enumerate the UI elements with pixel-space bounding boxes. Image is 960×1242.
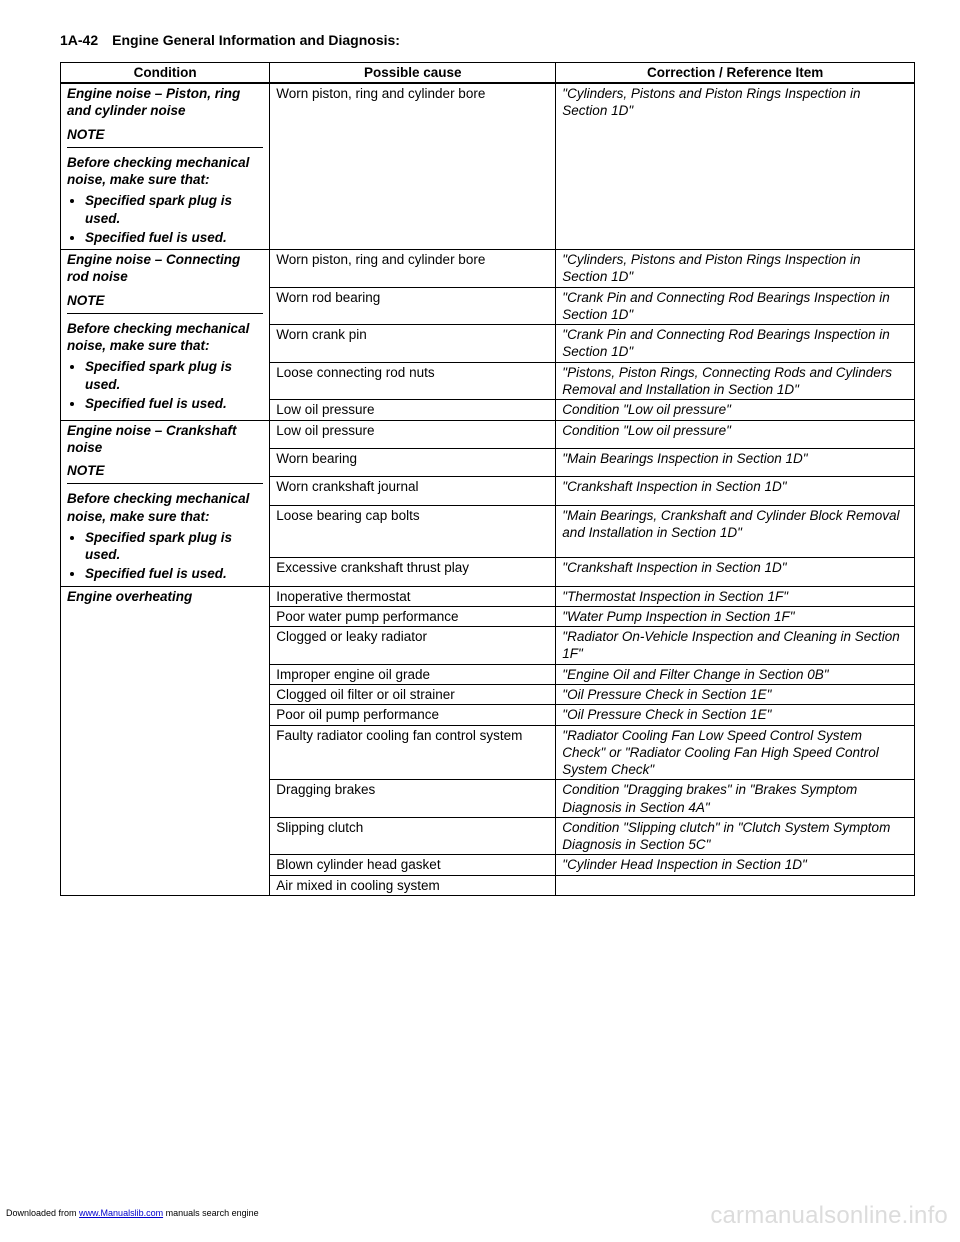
reference-cell: Condition "Dragging brakes" in "Brakes S… — [556, 780, 915, 818]
note-label: NOTE — [67, 462, 263, 479]
diagnosis-table: Condition Possible cause Correction / Re… — [60, 62, 915, 896]
condition-title: Engine noise – Crankshaft noise — [67, 422, 263, 457]
page-title: Engine General Information and Diagnosis… — [112, 32, 400, 48]
col-ref: Correction / Reference Item — [556, 63, 915, 84]
cause-cell: Poor oil pump performance — [270, 705, 556, 725]
note-label: NOTE — [67, 126, 263, 143]
reference-cell: "Oil Pressure Check in Section 1E" — [556, 684, 915, 704]
reference-cell: "Pistons, Piston Rings, Connecting Rods … — [556, 362, 915, 400]
col-cause: Possible cause — [270, 63, 556, 84]
cause-cell: Slipping clutch — [270, 817, 556, 855]
condition-title: Engine overheating — [67, 588, 263, 605]
footer-prefix: Downloaded from — [6, 1208, 79, 1218]
reference-cell: "Cylinder Head Inspection in Section 1D" — [556, 855, 915, 875]
reference-cell: "Main Bearings Inspection in Section 1D" — [556, 448, 915, 476]
cause-cell: Worn bearing — [270, 448, 556, 476]
cause-cell: Improper engine oil grade — [270, 664, 556, 684]
cause-cell: Excessive crankshaft thrust play — [270, 558, 556, 586]
reference-cell: "Crankshaft Inspection in Section 1D" — [556, 477, 915, 505]
bullet-item: Specified fuel is used. — [85, 565, 263, 582]
condition-cell: Engine noise – Crankshaft noise NOTE Befor… — [61, 420, 270, 586]
condition-title: Engine noise – Connecting rod noise — [67, 251, 263, 286]
cause-cell: Low oil pressure — [270, 400, 556, 420]
cause-cell: Loose connecting rod nuts — [270, 362, 556, 400]
condition-cell: Engine noise – Connecting rod noise NOTE B… — [61, 250, 270, 420]
cause-cell: Clogged oil filter or oil strainer — [270, 684, 556, 704]
bullet-list: Specified spark plug is used. Specified f… — [67, 358, 263, 412]
reference-cell: "Water Pump Inspection in Section 1F" — [556, 606, 915, 626]
col-condition: Condition — [61, 63, 270, 84]
cause-cell: Blown cylinder head gasket — [270, 855, 556, 875]
condition-cell: Engine overheating — [61, 586, 270, 895]
cause-cell: Faulty radiator cooling fan control syst… — [270, 725, 556, 780]
watermark: carmanualsonline.info — [710, 1202, 948, 1230]
note-label: NOTE — [67, 292, 263, 309]
bullet-item: Specified spark plug is used. — [85, 529, 263, 564]
before-text: Before checking mechanical noise, make s… — [67, 154, 263, 189]
reference-cell: "Crank Pin and Connecting Rod Bearings I… — [556, 287, 915, 325]
reference-cell: "Radiator Cooling Fan Low Speed Control … — [556, 725, 915, 780]
cause-cell: Inoperative thermostat — [270, 586, 556, 606]
note-rule — [67, 313, 263, 314]
cause-cell: Worn piston, ring and cylinder bore — [270, 250, 556, 288]
cause-cell: Air mixed in cooling system — [270, 875, 556, 895]
reference-cell: "Cylinders, Pistons and Piston Rings Ins… — [556, 250, 915, 288]
download-footer: Downloaded from www.Manualslib.com manua… — [6, 1208, 259, 1218]
cause-cell: Worn crank pin — [270, 325, 556, 363]
bullet-item: Specified spark plug is used. — [85, 192, 263, 227]
cause-cell: Low oil pressure — [270, 420, 556, 448]
before-text: Before checking mechanical noise, make s… — [67, 490, 263, 525]
reference-cell: "Cylinders, Pistons and Piston Rings Ins… — [556, 83, 915, 250]
cause-cell: Worn rod bearing — [270, 287, 556, 325]
bullet-list: Specified spark plug is used.Specified f… — [67, 529, 263, 583]
reference-cell: "Crankshaft Inspection in Section 1D" — [556, 558, 915, 586]
cause-cell: Worn crankshaft journal — [270, 477, 556, 505]
reference-cell: Condition "Slipping clutch" in "Clutch S… — [556, 817, 915, 855]
cause-cell: Poor water pump performance — [270, 606, 556, 626]
footer-suffix: manuals search engine — [163, 1208, 259, 1218]
cause-cell: Clogged or leaky radiator — [270, 627, 556, 665]
reference-cell: "Crank Pin and Connecting Rod Bearings I… — [556, 325, 915, 363]
cause-cell: Dragging brakes — [270, 780, 556, 818]
cause-cell: Loose bearing cap bolts — [270, 505, 556, 558]
reference-cell: "Oil Pressure Check in Section 1E" — [556, 705, 915, 725]
reference-cell: Condition "Low oil pressure" — [556, 400, 915, 420]
note-rule — [67, 483, 263, 484]
reference-cell: "Main Bearings, Crankshaft and Cylinder … — [556, 505, 915, 558]
reference-cell — [556, 875, 915, 895]
bullet-item: Specified fuel is used. — [85, 395, 263, 412]
before-text: Before checking mechanical noise, make s… — [67, 320, 263, 355]
table-row: Engine noise – Piston, ring and cylinder… — [61, 83, 915, 250]
bullet-list: Specified spark plug is used. Specified f… — [67, 192, 263, 246]
table-row: Engine noise – Connecting rod noiseNOTEB… — [61, 250, 915, 288]
cause-cell: Worn piston, ring and cylinder bore — [270, 83, 556, 250]
bullet-item: Specified spark plug is used. — [85, 358, 263, 393]
note-rule — [67, 147, 263, 148]
condition-title: Engine noise – Piston, ring and cylinder… — [67, 85, 263, 120]
table-row: Engine overheating Inoperative thermostat… — [61, 586, 915, 606]
reference-cell: "Radiator On-Vehicle Inspection and Clea… — [556, 627, 915, 665]
reference-cell: "Engine Oil and Filter Change in Section… — [556, 664, 915, 684]
page-header: 1A-42 Engine General Information and Dia… — [60, 32, 915, 48]
bullet-item: Specified fuel is used. — [85, 229, 263, 246]
reference-cell: Condition "Low oil pressure" — [556, 420, 915, 448]
condition-cell: Engine noise – Piston, ring and cylinder… — [61, 83, 270, 250]
page-number: 1A-42 — [60, 32, 98, 48]
reference-cell: "Thermostat Inspection in Section 1F" — [556, 586, 915, 606]
table-row: Engine noise – Crankshaft noiseNOTEBefor… — [61, 420, 915, 448]
manualslib-link[interactable]: www.Manualslib.com — [79, 1208, 163, 1218]
